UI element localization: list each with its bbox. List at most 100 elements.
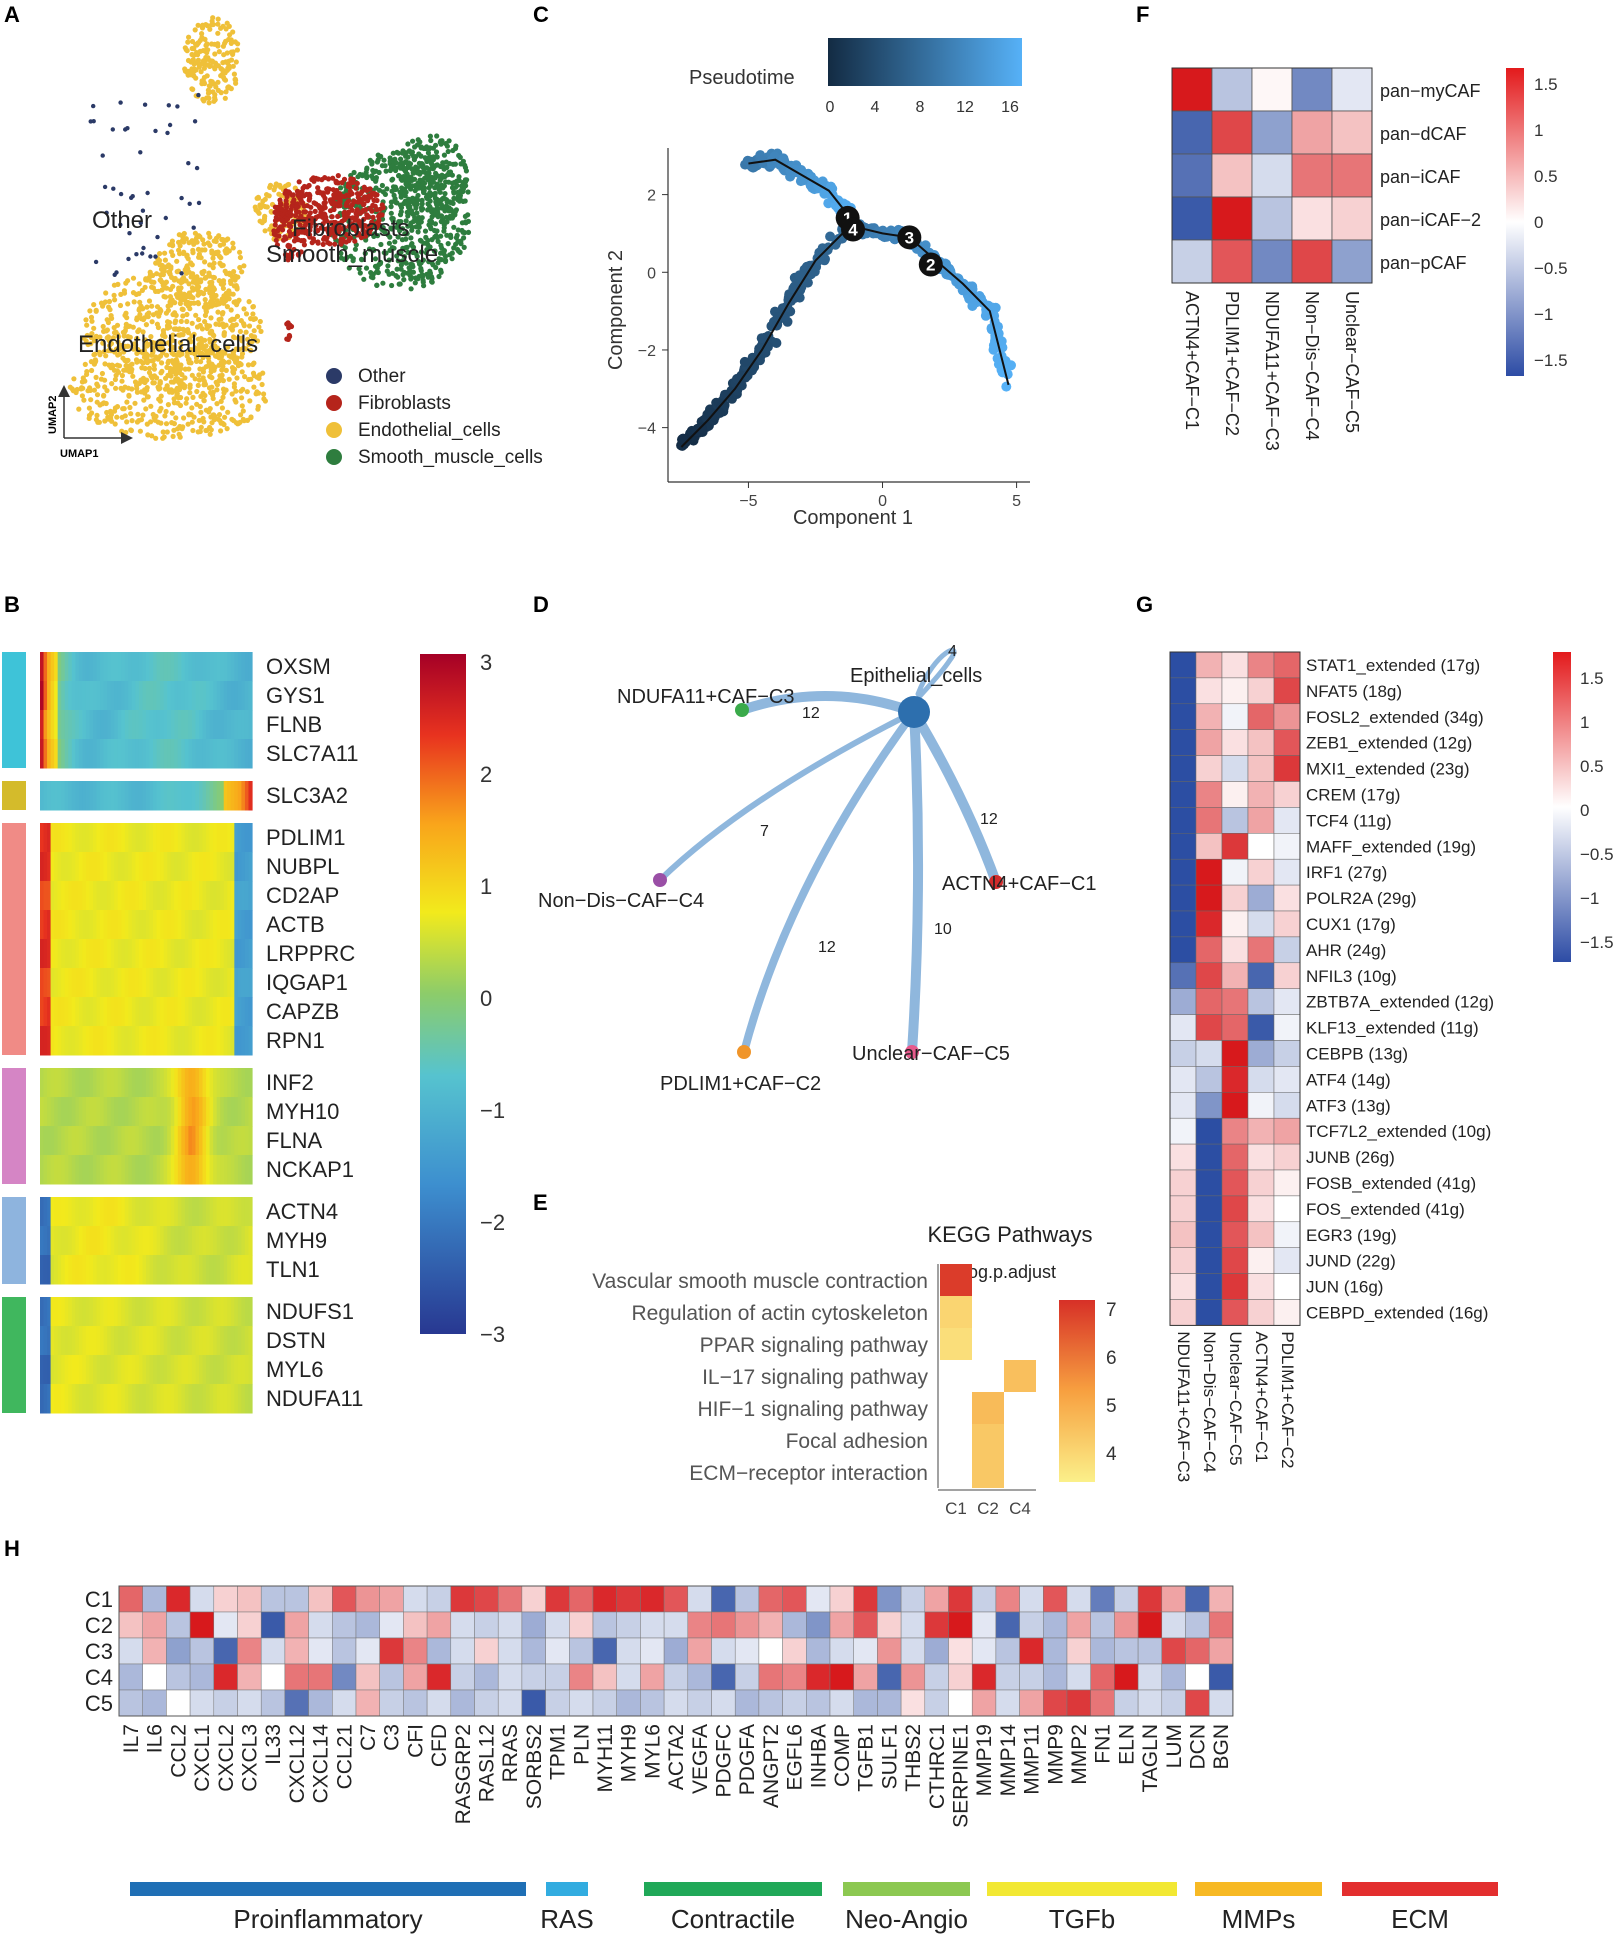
b-cell bbox=[230, 1197, 235, 1227]
b-cell bbox=[223, 710, 228, 740]
umap-cell bbox=[247, 398, 253, 404]
b-cell bbox=[248, 1355, 253, 1385]
b-cell bbox=[181, 1126, 186, 1156]
umap-cell bbox=[239, 395, 245, 401]
b-cell bbox=[64, 739, 69, 769]
b-cell bbox=[213, 1297, 218, 1327]
b-cell bbox=[195, 939, 200, 969]
umap-cell bbox=[405, 141, 411, 147]
b-cell bbox=[209, 739, 214, 769]
umap-cell bbox=[91, 387, 97, 393]
legend-swatch-2 bbox=[326, 422, 342, 438]
umap-cell bbox=[71, 376, 77, 382]
legend-swatch-1 bbox=[326, 395, 342, 411]
umap-cell bbox=[103, 400, 109, 407]
g-cell bbox=[1273, 1066, 1301, 1093]
b-cell bbox=[216, 1097, 221, 1127]
b-cell bbox=[227, 910, 232, 940]
b-cell bbox=[220, 652, 225, 682]
umap-cell bbox=[108, 412, 114, 418]
umap-cell bbox=[317, 204, 323, 210]
b-cell bbox=[177, 652, 182, 682]
f-col-label-3: Non−Dis−CAF−C4 bbox=[1302, 291, 1322, 441]
umap-cell bbox=[243, 329, 249, 335]
b-cell bbox=[167, 1297, 172, 1327]
umap-cell bbox=[203, 364, 209, 370]
b-cell bbox=[191, 1197, 197, 1227]
umap-cell bbox=[93, 308, 99, 314]
b-cell bbox=[71, 681, 76, 711]
b-cell bbox=[209, 1026, 214, 1056]
umap-cell bbox=[115, 281, 121, 287]
c-axis-ticks: −5 0 520−2−4 bbox=[638, 188, 1021, 510]
f-cell bbox=[1251, 67, 1293, 112]
umap-cell bbox=[84, 371, 90, 377]
b-cell bbox=[209, 910, 214, 940]
b-cell bbox=[117, 1155, 122, 1185]
b-cell bbox=[181, 1297, 186, 1327]
umap-cell bbox=[154, 375, 160, 381]
umap-cell bbox=[367, 157, 373, 163]
umap-cell bbox=[156, 260, 162, 266]
b-cell bbox=[227, 681, 232, 711]
b-cell bbox=[170, 1226, 175, 1256]
b-cell bbox=[163, 1155, 168, 1185]
g-cell bbox=[1247, 962, 1275, 989]
b-gene-label-8: ACTB bbox=[266, 912, 325, 937]
b-cell bbox=[142, 1297, 147, 1327]
umap-cell bbox=[401, 277, 407, 283]
b-cell bbox=[103, 823, 108, 853]
umap-cell bbox=[112, 297, 118, 303]
b-cell bbox=[248, 710, 253, 740]
umap-cell bbox=[395, 258, 401, 264]
b-cell bbox=[142, 1155, 147, 1185]
b-cell bbox=[47, 1197, 52, 1227]
c-ytick-label-2: −2 bbox=[638, 343, 656, 360]
b-cell bbox=[121, 1197, 126, 1227]
umap-cell bbox=[142, 365, 148, 372]
g-cell bbox=[1169, 936, 1197, 964]
b-cell bbox=[110, 1226, 115, 1256]
trajectory-cell bbox=[967, 281, 978, 292]
b-gene-label-10: IQGAP1 bbox=[266, 970, 348, 995]
b-cell bbox=[110, 1297, 115, 1327]
b-cell bbox=[89, 1068, 94, 1098]
b-cell bbox=[213, 881, 218, 911]
umap-cell bbox=[180, 381, 186, 388]
g-cell bbox=[1273, 988, 1301, 1015]
b-cell bbox=[117, 852, 122, 882]
umap-cell bbox=[458, 238, 464, 244]
umap-cell bbox=[174, 365, 180, 371]
b-cell bbox=[57, 881, 62, 911]
b-cell bbox=[128, 1026, 133, 1056]
umap-cell bbox=[197, 366, 203, 372]
b-cell bbox=[93, 852, 98, 882]
umap-cell bbox=[157, 380, 163, 386]
b-cell bbox=[135, 910, 140, 940]
b-cell bbox=[124, 652, 129, 682]
g-cell bbox=[1195, 988, 1223, 1015]
umap-cell bbox=[460, 158, 466, 164]
umap-cell bbox=[257, 218, 263, 224]
umap-cell bbox=[347, 235, 354, 241]
b-cell bbox=[248, 1126, 253, 1156]
b-cell bbox=[206, 1097, 211, 1127]
b-cell bbox=[170, 1384, 175, 1414]
umap-cell bbox=[128, 427, 134, 433]
g-heatmap: STAT1_extended (17g)NFAT5 (18g)FOSL2_ext… bbox=[1169, 651, 1494, 1482]
b-cell bbox=[199, 1097, 204, 1127]
umap-cell bbox=[219, 360, 225, 366]
umap-label-smooth-muscle: Smooth_muscle bbox=[266, 241, 438, 268]
umap-cell bbox=[137, 312, 143, 318]
kegg-cell bbox=[972, 1424, 1004, 1456]
b-cell bbox=[184, 823, 189, 853]
b-cell bbox=[78, 1026, 83, 1056]
b-cell bbox=[199, 652, 204, 682]
umap-cell bbox=[162, 294, 169, 300]
b-cell bbox=[202, 1026, 207, 1056]
b-cell bbox=[71, 1255, 76, 1285]
b-cell bbox=[131, 681, 136, 711]
trajectory-cells bbox=[676, 148, 1016, 451]
umap-cell bbox=[142, 379, 148, 386]
umap-cell bbox=[332, 219, 339, 226]
